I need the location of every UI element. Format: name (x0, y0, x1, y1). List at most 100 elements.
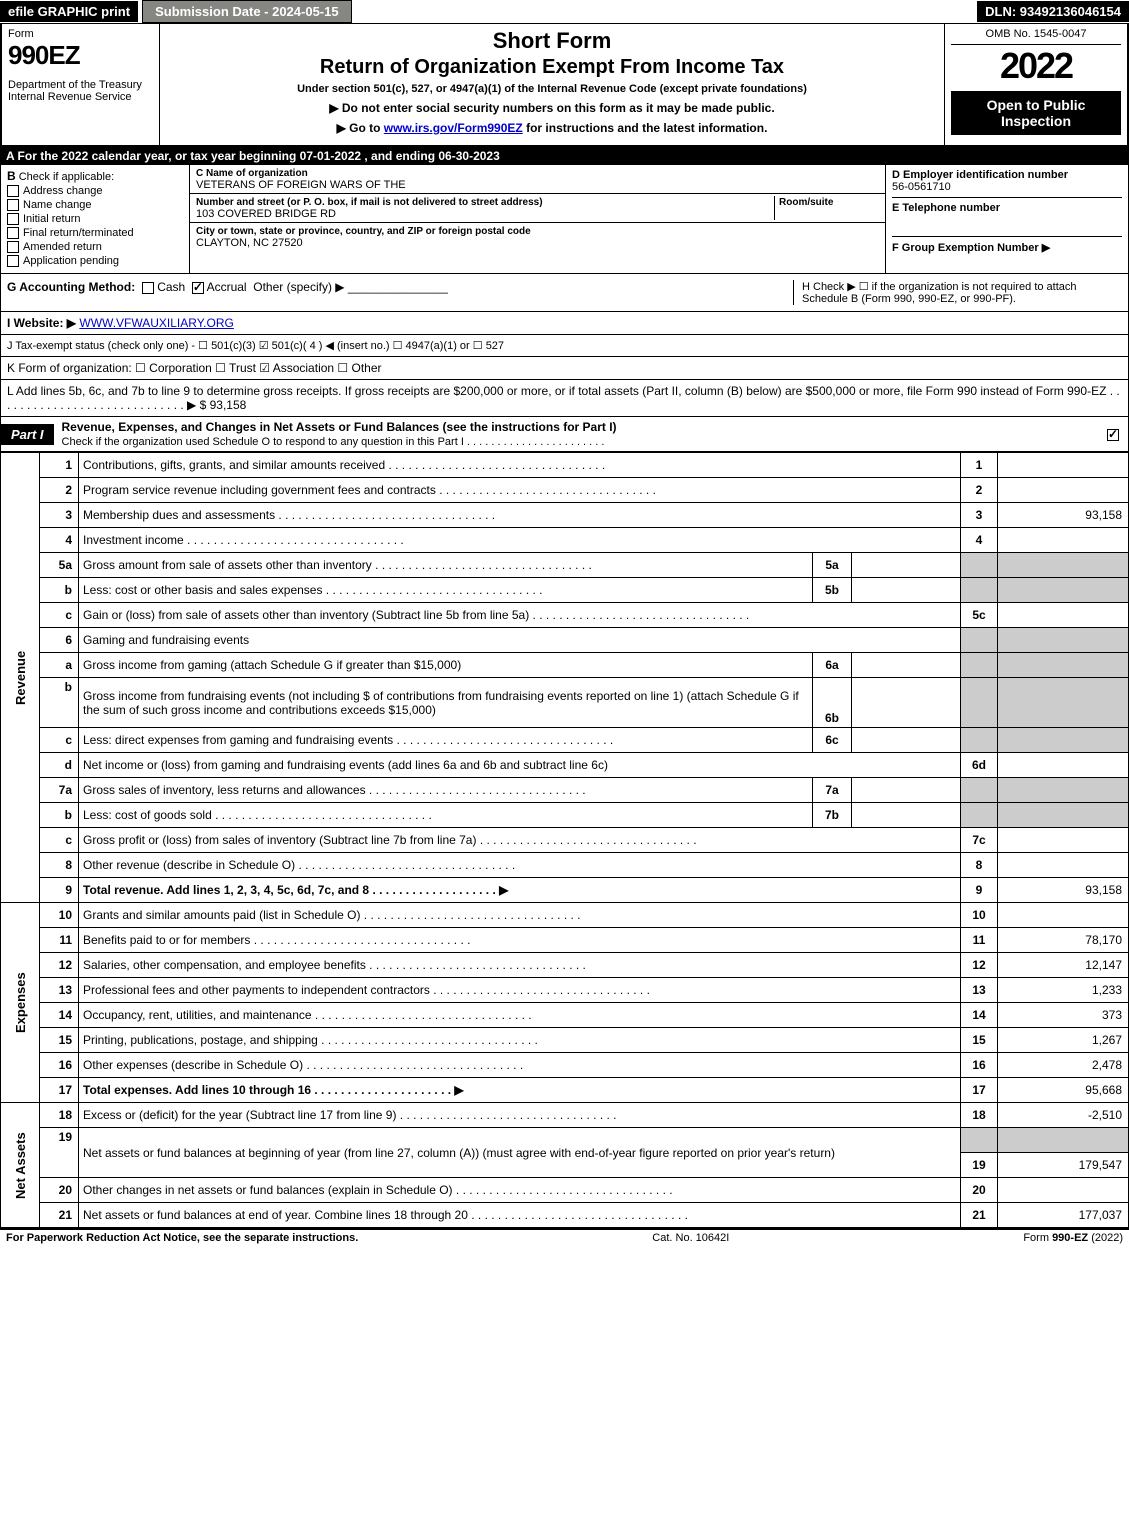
line-num: 20 (40, 1178, 79, 1203)
footer-right-bold: 990-EZ (1052, 1232, 1088, 1244)
line-3: 3 Membership dues and assessments 3 93,1… (1, 503, 1129, 528)
top-bar: efile GRAPHIC print Submission Date - 20… (0, 0, 1129, 24)
return-title: Return of Organization Exempt From Incom… (168, 56, 936, 79)
line-amount: 12,147 (998, 953, 1129, 978)
check-name-change[interactable]: Name change (7, 199, 183, 211)
shaded (961, 728, 998, 753)
sub-num: 5b (813, 578, 852, 603)
part1-header: Part I Revenue, Expenses, and Changes in… (0, 417, 1129, 452)
line-desc: Grants and similar amounts paid (list in… (79, 903, 961, 928)
line-amount: 373 (998, 1003, 1129, 1028)
section-i: I Website: ▶ WWW.VFWAUXILIARY.ORG (0, 312, 1129, 335)
side-net-assets: Net Assets (1, 1103, 40, 1228)
line-desc: Net income or (loss) from gaming and fun… (79, 753, 961, 778)
shaded (961, 578, 998, 603)
line-desc: Printing, publications, postage, and shi… (79, 1028, 961, 1053)
under-section-text: Under section 501(c), 527, or 4947(a)(1)… (168, 83, 936, 95)
line-desc: Salaries, other compensation, and employ… (79, 953, 961, 978)
sub-num: 6a (813, 653, 852, 678)
check-accrual[interactable] (192, 282, 204, 294)
line-5c: c Gain or (loss) from sale of assets oth… (1, 603, 1129, 628)
line-num: 19 (40, 1128, 79, 1178)
sub-num: 5a (813, 553, 852, 578)
sub-num: 6c (813, 728, 852, 753)
part1-check[interactable] (1098, 427, 1128, 441)
cash-label: Cash (157, 280, 185, 294)
line-num: 6 (40, 628, 79, 653)
line-16: 16 Other expenses (describe in Schedule … (1, 1053, 1129, 1078)
check-final-return[interactable]: Final return/terminated (7, 227, 183, 239)
line-desc: Net assets or fund balances at end of ye… (79, 1203, 961, 1228)
address-label: Number and street (or P. O. box, if mail… (196, 197, 543, 208)
check-label: Initial return (23, 213, 80, 225)
line-amount (998, 478, 1129, 503)
line-rnum: 8 (961, 853, 998, 878)
line-20: 20 Other changes in net assets or fund b… (1, 1178, 1129, 1203)
website-link[interactable]: WWW.VFWAUXILIARY.ORG (79, 316, 233, 330)
line-num: 21 (40, 1203, 79, 1228)
shaded (998, 628, 1129, 653)
header-left: Form 990EZ Department of the Treasury In… (2, 24, 160, 145)
efile-print-label[interactable]: efile GRAPHIC print (0, 1, 138, 22)
line-desc: Gross profit or (loss) from sales of inv… (79, 828, 961, 853)
shaded (998, 653, 1129, 678)
goto-pre: ▶ Go to (337, 121, 384, 135)
room-label: Room/suite (779, 197, 833, 208)
footer-right-post: (2022) (1088, 1232, 1123, 1244)
sub-val (852, 803, 961, 828)
line-desc: Total revenue. Add lines 1, 2, 3, 4, 5c,… (79, 878, 961, 903)
line-rnum: 10 (961, 903, 998, 928)
shaded (961, 553, 998, 578)
line-6: 6 Gaming and fundraising events (1, 628, 1129, 653)
line-rnum: 15 (961, 1028, 998, 1053)
b-title: B (7, 169, 16, 183)
line-num: 11 (40, 928, 79, 953)
line-4: 4 Investment income 4 (1, 528, 1129, 553)
line-5b: b Less: cost or other basis and sales ex… (1, 578, 1129, 603)
footer-left: For Paperwork Reduction Act Notice, see … (6, 1232, 358, 1244)
dln-label: DLN: 93492136046154 (977, 1, 1129, 22)
check-label: Application pending (23, 255, 119, 267)
line-6c: c Less: direct expenses from gaming and … (1, 728, 1129, 753)
line-num: a (40, 653, 79, 678)
shaded (998, 803, 1129, 828)
sub-val (852, 653, 961, 678)
check-amended-return[interactable]: Amended return (7, 241, 183, 253)
line-rnum: 4 (961, 528, 998, 553)
line-amount: 2,478 (998, 1053, 1129, 1078)
sub-num: 7b (813, 803, 852, 828)
line-amount: 95,668 (998, 1078, 1129, 1103)
line-rnum: 17 (961, 1078, 998, 1103)
irs-link[interactable]: www.irs.gov/Form990EZ (384, 121, 523, 135)
form-label: Form (8, 28, 153, 40)
city-box: City or town, state or province, country… (190, 223, 885, 251)
line-rnum: 20 (961, 1178, 998, 1203)
check-application-pending[interactable]: Application pending (7, 255, 183, 267)
check-cash[interactable] (142, 282, 154, 294)
org-name-box: C Name of organization VETERANS OF FOREI… (190, 165, 885, 194)
row-a-tax-year: A For the 2022 calendar year, or tax yea… (0, 147, 1129, 165)
check-initial-return[interactable]: Initial return (7, 213, 183, 225)
check-address-change[interactable]: Address change (7, 185, 183, 197)
line-num: 7a (40, 778, 79, 803)
footer-right-pre: Form (1023, 1232, 1052, 1244)
line-num: 8 (40, 853, 79, 878)
tax-year: 2022 (951, 45, 1121, 87)
line-rnum: 6d (961, 753, 998, 778)
line-rnum: 5c (961, 603, 998, 628)
org-name-value: VETERANS OF FOREIGN WARS OF THE (196, 179, 406, 191)
line-num: 5a (40, 553, 79, 578)
section-l: L Add lines 5b, 6c, and 7b to line 9 to … (0, 380, 1129, 417)
sub-val (852, 678, 961, 728)
line-7a: 7a Gross sales of inventory, less return… (1, 778, 1129, 803)
line-desc: Less: direct expenses from gaming and fu… (79, 728, 813, 753)
line-desc: Professional fees and other payments to … (79, 978, 961, 1003)
section-g: G Accounting Method: Cash Accrual Other … (7, 280, 793, 305)
line-amount: 177,037 (998, 1203, 1129, 1228)
line-rnum: 21 (961, 1203, 998, 1228)
line-num: 9 (40, 878, 79, 903)
line-13: 13 Professional fees and other payments … (1, 978, 1129, 1003)
footer-right: Form 990-EZ (2022) (1023, 1232, 1123, 1244)
goto-post: for instructions and the latest informat… (523, 121, 768, 135)
line-desc: Other expenses (describe in Schedule O) (79, 1053, 961, 1078)
